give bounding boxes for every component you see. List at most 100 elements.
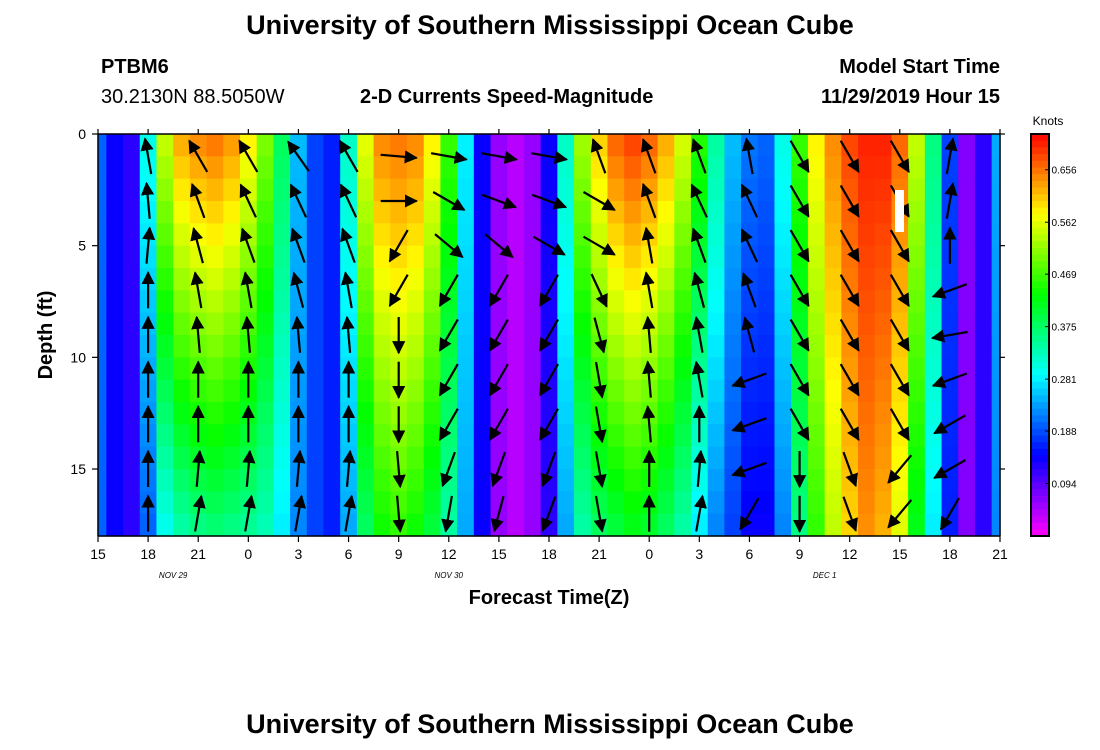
current-arrow xyxy=(240,271,254,309)
heat-cell xyxy=(707,424,725,448)
heat-cell xyxy=(974,357,993,381)
heat-cell xyxy=(624,290,642,314)
heat-cell xyxy=(123,379,141,403)
heat-cell xyxy=(540,402,558,425)
heat-cell xyxy=(156,223,174,247)
heat-cell xyxy=(407,357,425,381)
heat-cell xyxy=(540,223,558,247)
day-label: DEC 1 xyxy=(813,571,837,580)
heat-cell xyxy=(540,513,558,537)
heat-cell xyxy=(206,446,224,470)
heat-cell xyxy=(757,223,776,247)
heat-cell xyxy=(741,201,759,224)
heat-cell xyxy=(523,245,542,269)
heat-cell xyxy=(958,245,976,269)
heat-cell xyxy=(757,290,776,314)
heat-cell xyxy=(440,245,458,269)
current-arrow xyxy=(839,140,860,174)
current-arrow xyxy=(789,363,810,397)
heat-cell xyxy=(106,312,124,336)
heat-cell xyxy=(206,513,224,537)
heat-cell xyxy=(774,245,792,269)
heat-cell xyxy=(523,156,542,180)
heat-cell xyxy=(273,335,291,358)
heat-cell xyxy=(173,134,191,157)
heat-cell xyxy=(457,245,475,269)
heat-cell xyxy=(457,223,475,247)
heat-cell xyxy=(590,268,609,291)
model-start-label: Model Start Time xyxy=(839,56,1000,78)
current-arrow xyxy=(190,271,204,309)
heat-cell xyxy=(507,290,525,314)
heat-cell xyxy=(774,134,792,157)
heat-cell xyxy=(373,446,391,470)
x-tick-label: 3 xyxy=(295,546,303,562)
current-arrow xyxy=(691,316,705,353)
current-arrow xyxy=(839,408,860,442)
heat-cell xyxy=(574,268,592,291)
heat-cell xyxy=(707,178,725,202)
heat-cell xyxy=(123,402,141,425)
heat-cell xyxy=(407,424,425,448)
current-arrow xyxy=(593,451,607,489)
heat-cell xyxy=(123,134,141,157)
heat-cell xyxy=(941,290,959,314)
heat-cell xyxy=(239,201,258,224)
heat-cell xyxy=(507,491,525,515)
heat-cell xyxy=(407,290,425,314)
heat-cell xyxy=(607,134,625,157)
x-tick-label: 0 xyxy=(645,546,653,562)
heat-cell xyxy=(640,245,659,269)
heat-cell xyxy=(724,223,742,247)
heat-cell xyxy=(507,357,525,381)
colorbar-swatch xyxy=(1031,214,1049,222)
heat-cell xyxy=(407,446,425,470)
heat-cell xyxy=(239,245,258,269)
current-arrow xyxy=(341,315,355,353)
heat-cell xyxy=(724,513,742,537)
heat-cell xyxy=(858,290,876,314)
heat-cell xyxy=(874,290,893,314)
heat-cell xyxy=(624,335,642,358)
heat-cell xyxy=(874,446,893,470)
heat-cell xyxy=(423,290,442,314)
colorbar-tick-label: 0.562 xyxy=(1051,218,1076,229)
current-arrow xyxy=(388,229,409,263)
heat-cell xyxy=(707,245,725,269)
heat-cell xyxy=(874,156,893,180)
heat-cell xyxy=(874,357,893,381)
heat-cell xyxy=(974,513,993,537)
heat-cell xyxy=(156,134,174,157)
heat-cell xyxy=(807,402,826,425)
heat-cell xyxy=(306,245,325,269)
heat-cell xyxy=(256,379,274,403)
current-arrow xyxy=(438,274,459,308)
heat-cell xyxy=(106,134,124,157)
heat-cell xyxy=(323,290,341,314)
heat-cell xyxy=(624,134,642,157)
heat-cell xyxy=(858,469,876,492)
heat-cell xyxy=(774,290,792,314)
current-arrow xyxy=(641,271,655,309)
current-arrow xyxy=(490,451,507,488)
heat-cell xyxy=(123,491,141,515)
heat-cell xyxy=(306,156,325,180)
heat-cell xyxy=(156,201,174,224)
heat-cell xyxy=(941,402,959,425)
heat-cell xyxy=(290,134,308,157)
colorbar-swatch xyxy=(1031,180,1049,189)
current-arrow xyxy=(691,227,707,263)
heat-cell xyxy=(908,178,926,202)
heat-cell xyxy=(724,446,742,470)
heat-cell xyxy=(356,379,375,403)
heat-cell xyxy=(908,469,926,492)
heat-cell xyxy=(674,134,692,157)
heat-cell xyxy=(223,513,241,537)
heat-cell xyxy=(306,312,325,336)
heat-cell xyxy=(690,156,709,180)
heat-cell xyxy=(774,178,792,202)
heat-cell xyxy=(507,268,525,291)
heat-cell xyxy=(657,446,675,470)
heat-cell xyxy=(908,312,926,336)
heat-cell xyxy=(941,335,959,358)
